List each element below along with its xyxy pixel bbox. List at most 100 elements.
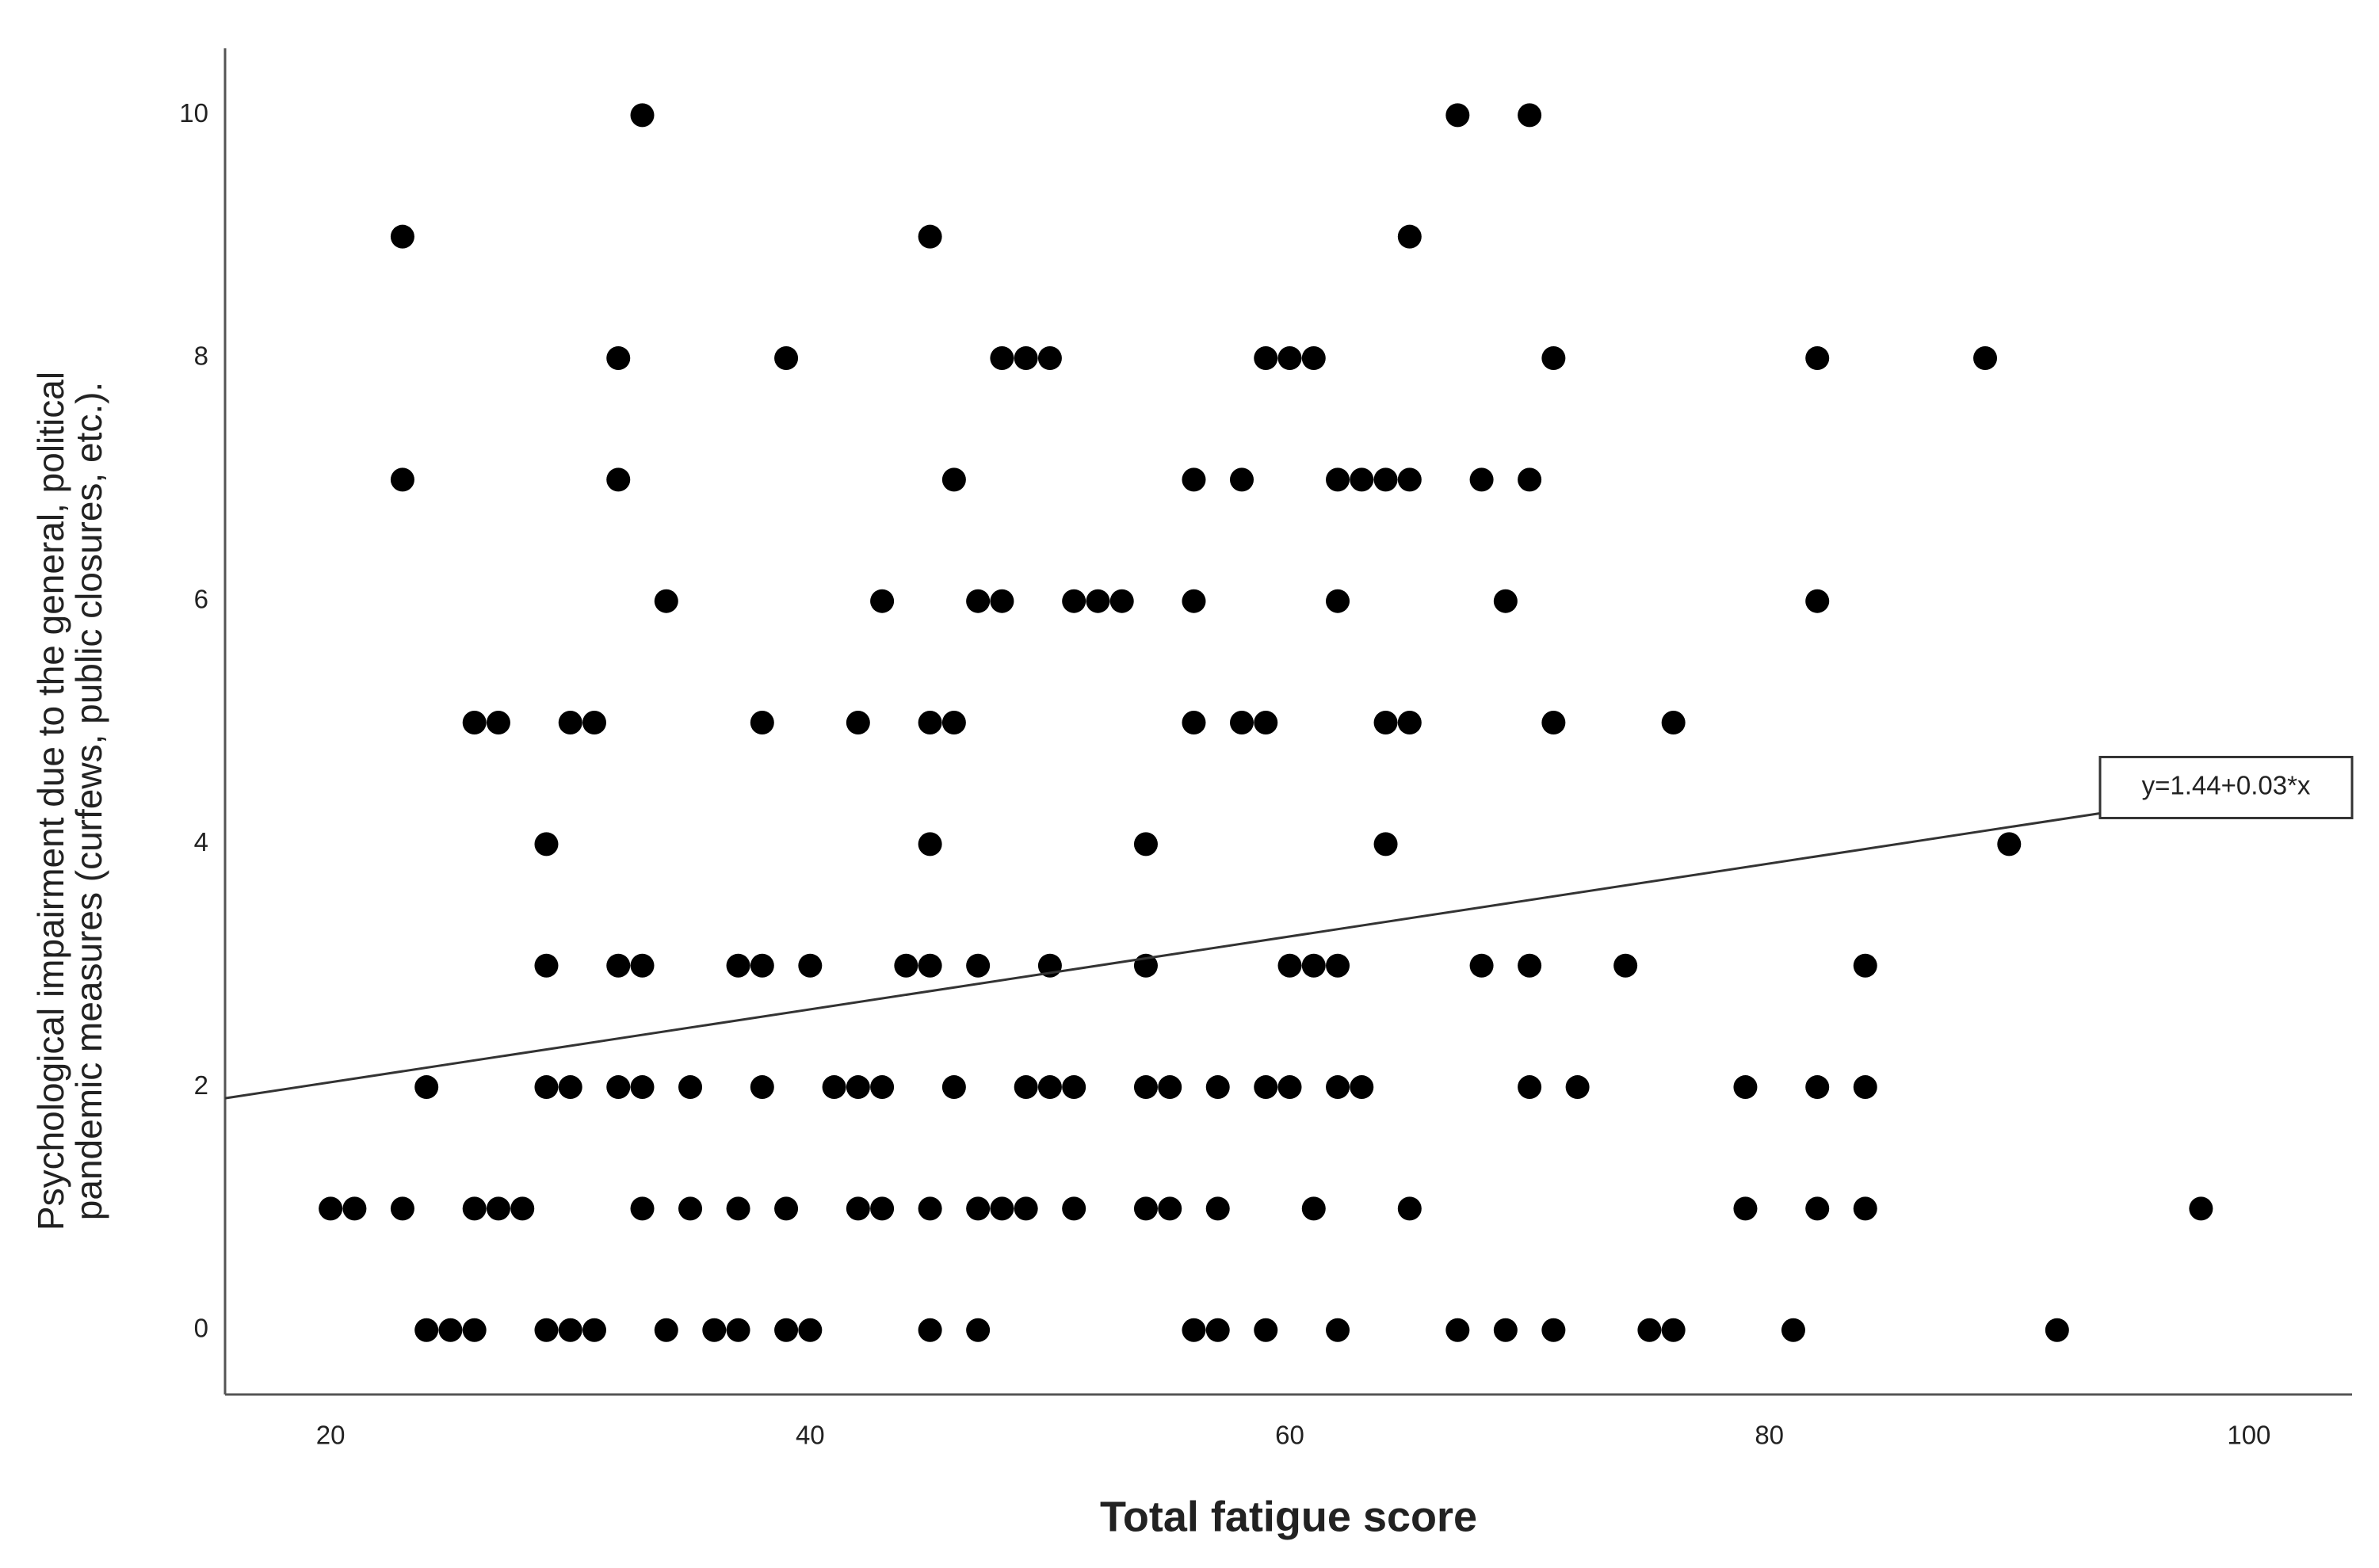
fit-line [224, 811, 2101, 1100]
point [558, 1318, 582, 1342]
point [1205, 1196, 1230, 1221]
point [1301, 953, 1326, 978]
fit-label: y=1.44+0.03*x [2142, 771, 2311, 800]
point [1805, 1075, 1830, 1100]
point [1326, 953, 1350, 978]
point [606, 346, 631, 371]
point [1518, 103, 1542, 128]
point [1133, 1075, 1158, 1100]
point [1469, 467, 1494, 492]
point [1973, 346, 1998, 371]
point [558, 711, 582, 735]
point [534, 1075, 559, 1100]
point [558, 1075, 582, 1100]
point [870, 1075, 895, 1100]
point [414, 1075, 439, 1100]
point [1133, 832, 1158, 856]
point [2045, 1318, 2069, 1342]
point [486, 1196, 510, 1221]
point [342, 1196, 367, 1221]
point [774, 1318, 799, 1342]
point [1205, 1075, 1230, 1100]
point [1541, 1318, 1566, 1342]
point [1014, 1075, 1038, 1100]
point [1109, 589, 1134, 613]
point [534, 832, 559, 856]
y-axis-title: Psychological impairment due to the gene… [30, 372, 109, 1230]
point [2189, 1196, 2213, 1221]
point [1853, 953, 1877, 978]
y-tick-label: 0 [194, 1313, 208, 1342]
point [1661, 1318, 1686, 1342]
point [798, 1318, 823, 1342]
point [846, 711, 870, 735]
point [990, 346, 1014, 371]
point [678, 1075, 703, 1100]
point [918, 832, 942, 856]
point [1373, 711, 1398, 735]
x-tick-label: 40 [796, 1421, 825, 1450]
point [630, 1196, 655, 1221]
point [990, 589, 1014, 613]
point [1493, 1318, 1518, 1342]
point [1086, 589, 1110, 613]
point [1397, 467, 1422, 492]
point [750, 711, 774, 735]
point [630, 103, 655, 128]
point [606, 1075, 631, 1100]
point [894, 953, 918, 978]
point [1469, 953, 1494, 978]
y-tick-label: 10 [179, 98, 208, 128]
point [630, 953, 655, 978]
point [822, 1075, 846, 1100]
point [774, 1196, 799, 1221]
x-tick-label: 80 [1755, 1421, 1784, 1450]
point [1205, 1318, 1230, 1342]
point [918, 1196, 942, 1221]
point [726, 1196, 750, 1221]
point [1229, 467, 1254, 492]
point [726, 953, 750, 978]
point [462, 1196, 487, 1221]
point [390, 224, 414, 249]
point [510, 1196, 535, 1221]
point [1037, 346, 1062, 371]
point [1637, 1318, 1662, 1342]
point [1518, 953, 1542, 978]
point [534, 953, 559, 978]
point [1254, 346, 1278, 371]
point [1541, 346, 1566, 371]
point [966, 1318, 991, 1342]
point [606, 467, 631, 492]
point [750, 953, 774, 978]
point [1397, 1196, 1422, 1221]
point [438, 1318, 463, 1342]
x-tick-label: 20 [316, 1421, 346, 1450]
point [1254, 1318, 1278, 1342]
point [534, 1318, 559, 1342]
point [1182, 589, 1206, 613]
point [582, 711, 606, 735]
point [1805, 589, 1830, 613]
point [1277, 1075, 1302, 1100]
y-axis-title-line: pandemic measures (curfews, public closu… [68, 382, 109, 1220]
point [1037, 1075, 1062, 1100]
point [870, 1196, 895, 1221]
point [1853, 1075, 1877, 1100]
point [1805, 1196, 1830, 1221]
point [1014, 346, 1038, 371]
point [654, 589, 678, 613]
y-tick-label: 4 [194, 827, 208, 856]
point [990, 1196, 1014, 1221]
x-axis-title: Total fatigue score [1100, 1493, 1477, 1540]
point [462, 711, 487, 735]
point [941, 467, 966, 492]
point [1277, 953, 1302, 978]
point [1062, 589, 1086, 613]
point [941, 711, 966, 735]
point [1326, 467, 1350, 492]
point [1133, 1196, 1158, 1221]
point [1445, 103, 1470, 128]
point [319, 1196, 343, 1221]
